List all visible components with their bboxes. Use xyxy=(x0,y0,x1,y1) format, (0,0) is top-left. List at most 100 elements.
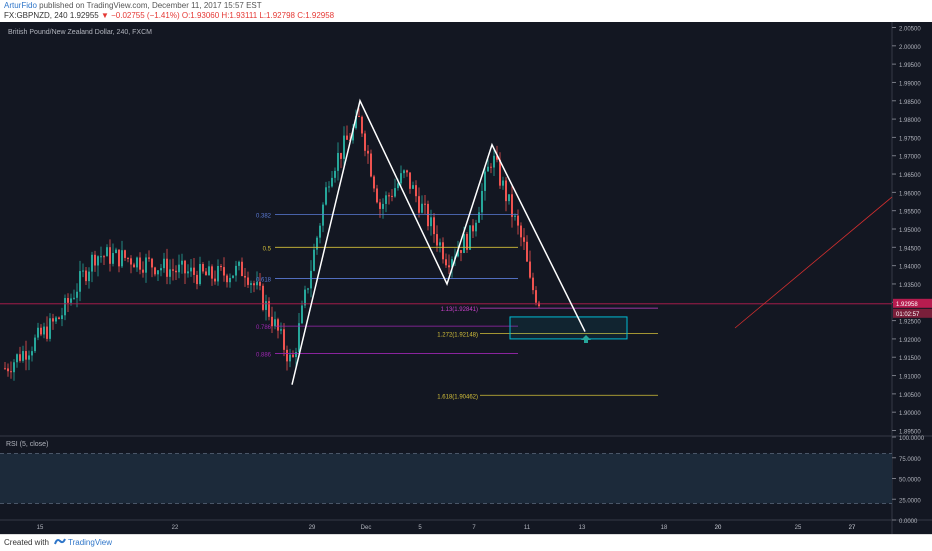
candle-body xyxy=(91,254,93,272)
candle-body xyxy=(412,185,414,189)
price-tick-label: 1.95000 xyxy=(899,228,921,234)
candle-body xyxy=(331,177,333,187)
candle-body xyxy=(277,319,279,331)
rsi-label: RSI (5, close) xyxy=(6,441,48,448)
candle-body xyxy=(358,116,360,118)
candle-body xyxy=(199,264,201,285)
candle-body xyxy=(4,368,6,370)
candle-body xyxy=(220,265,222,268)
candle-body xyxy=(400,173,402,184)
candle-body xyxy=(379,202,381,209)
candle-body xyxy=(304,289,306,306)
price-tick-label: 1.94000 xyxy=(899,265,921,271)
candle-body xyxy=(37,327,39,338)
candle-body xyxy=(442,242,444,260)
fib-extension-label: 1.618(1.90462) xyxy=(437,394,478,400)
price-tick-label: 1.90000 xyxy=(899,411,921,417)
fib-extension-label: 1.13(1.92841) xyxy=(441,307,478,313)
candle-body xyxy=(265,301,267,310)
time-tick-label: 20 xyxy=(715,525,722,531)
rsi-tick-label: 75.0000 xyxy=(899,457,921,463)
candle-body xyxy=(64,298,66,316)
price-change: ▼ −0.02755 (−1.41%) xyxy=(100,11,180,20)
rsi-band xyxy=(0,453,892,504)
candle-body xyxy=(346,135,348,140)
candle-body xyxy=(82,270,84,272)
candle-body xyxy=(403,170,405,174)
time-tick-label: 5 xyxy=(418,525,422,531)
price-chart-svg[interactable]: 2.00500 2.00000 1.99500 1.99000 1.98500 1.980… xyxy=(0,22,932,534)
candle-body xyxy=(394,188,396,197)
candle-body xyxy=(25,351,27,360)
candle-body xyxy=(127,257,129,259)
candle-body xyxy=(481,190,483,213)
harmonic-pattern-line xyxy=(291,98,586,385)
candle-body xyxy=(421,203,423,213)
candle-body xyxy=(238,261,240,266)
candle-body xyxy=(67,298,69,303)
candle-body xyxy=(250,283,252,285)
candle-body xyxy=(145,257,147,273)
price-tick-label: 1.96500 xyxy=(899,173,921,179)
candle-body xyxy=(340,152,342,159)
candle-body xyxy=(514,215,516,217)
tradingview-brand-link[interactable]: TradingView xyxy=(68,538,113,547)
time-tick-label: 18 xyxy=(661,525,668,531)
candle-body xyxy=(184,260,186,274)
target-zone-box xyxy=(509,316,628,340)
candle-body xyxy=(241,261,243,277)
author-link[interactable]: ArturFido xyxy=(4,1,37,10)
price-tick-label: 1.91500 xyxy=(899,356,921,362)
candle-body xyxy=(310,270,312,289)
candle-body xyxy=(133,264,135,268)
candle-body xyxy=(34,337,36,352)
candle-body xyxy=(424,203,426,205)
chart-title: British Pound/New Zealand Dollar, 240, F… xyxy=(8,29,152,36)
candle-body xyxy=(124,250,126,258)
last-price-label-bg xyxy=(893,298,932,308)
time-tick-label: 15 xyxy=(37,525,44,531)
chart-area[interactable] xyxy=(0,22,932,534)
candle-body xyxy=(208,266,210,276)
symbol-info: FX:GBPNZD, 240 1.92955 ▼ −0.02755 (−1.41… xyxy=(4,11,334,20)
candle-body xyxy=(97,256,99,266)
candle-body xyxy=(253,283,255,286)
candle-body xyxy=(157,270,159,275)
candle-body xyxy=(148,257,150,259)
candle-body xyxy=(193,267,195,275)
candle-body xyxy=(490,166,492,168)
candle-body xyxy=(322,204,324,226)
publish-text: published on TradingView.com, December 1… xyxy=(39,1,262,10)
candle-body xyxy=(46,326,48,339)
candle-body xyxy=(298,323,300,352)
candle-body xyxy=(181,260,183,265)
countdown-label-bg xyxy=(893,308,932,318)
candle-body xyxy=(484,171,486,191)
candle-body xyxy=(463,233,465,253)
candle-body xyxy=(139,257,141,270)
candle-body xyxy=(472,225,474,232)
symbol: FX:GBPNZD, 240 xyxy=(4,11,68,20)
candle-body xyxy=(280,329,282,331)
candle-body xyxy=(409,172,411,189)
candle-body xyxy=(334,170,336,178)
candle-body xyxy=(136,257,138,268)
candle-body xyxy=(226,275,228,283)
candle-body xyxy=(370,153,372,177)
candle-body xyxy=(79,271,81,292)
price-tick-label: 1.94500 xyxy=(899,246,921,252)
candle-body xyxy=(172,269,174,271)
candle-body xyxy=(151,258,153,268)
candle-body xyxy=(187,271,189,274)
fib-retracement-label: 0.618 xyxy=(256,277,272,283)
price-tick-label: 1.96000 xyxy=(899,191,921,197)
candle-body xyxy=(112,253,114,264)
candle-body xyxy=(211,266,213,279)
time-tick-label: 7 xyxy=(472,525,476,531)
candle-body xyxy=(160,268,162,271)
price-tick-label: 1.97000 xyxy=(899,155,921,161)
publish-info: ArturFido published on TradingView.com, … xyxy=(4,1,262,10)
time-tick-label: 25 xyxy=(795,525,802,531)
candle-body xyxy=(118,249,120,267)
candle-body xyxy=(448,265,450,268)
